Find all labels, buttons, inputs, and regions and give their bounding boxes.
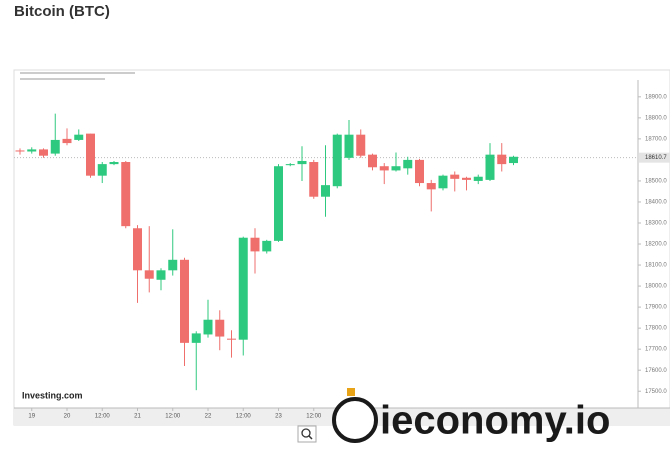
candle-body xyxy=(238,237,248,340)
candle-body xyxy=(97,164,107,176)
brand-logo: Investing.com xyxy=(22,390,83,400)
candle-body xyxy=(227,338,236,340)
x-tick-label: 12:00 xyxy=(95,414,111,420)
candle-body xyxy=(215,319,225,337)
x-tick-label: 12:00 xyxy=(236,414,252,420)
candle-body xyxy=(15,150,25,152)
candle-body xyxy=(133,228,142,271)
candle-body xyxy=(144,270,154,279)
y-tick-label: 18000.0 xyxy=(645,284,667,290)
watermark-logo xyxy=(332,397,378,443)
info-line xyxy=(20,72,135,74)
candle-body xyxy=(74,134,84,140)
candle-body xyxy=(285,164,295,166)
page-title: Bitcoin (BTC) xyxy=(14,3,110,20)
y-tick-label: 17600.0 xyxy=(645,368,667,374)
candle-body xyxy=(344,134,354,158)
candle-body xyxy=(203,319,213,335)
y-tick-label: 18200.0 xyxy=(645,242,667,248)
y-tick-label: 18700.0 xyxy=(645,136,667,142)
candle-body xyxy=(180,259,189,343)
y-tick-label: 17900.0 xyxy=(645,305,667,311)
last-price-box xyxy=(639,152,670,163)
candle-body xyxy=(332,134,342,187)
candle-body xyxy=(438,175,448,189)
candle-body xyxy=(121,162,131,227)
y-tick-label: 18500.0 xyxy=(645,179,667,185)
zoom-icon xyxy=(301,428,311,438)
x-tick-label: 12:00 xyxy=(165,414,181,420)
candle-body xyxy=(62,138,72,144)
candle-body xyxy=(274,166,283,241)
candle-body xyxy=(168,259,178,271)
y-tick-label: 17800.0 xyxy=(645,326,667,332)
candle-body xyxy=(86,133,95,176)
candle-body xyxy=(262,240,272,252)
candle-body xyxy=(356,134,366,156)
candle-body xyxy=(39,149,48,156)
candle-body xyxy=(462,177,471,180)
y-tick-label: 18400.0 xyxy=(645,200,667,206)
last-price-label: 18610.7 xyxy=(645,155,667,161)
candle-body xyxy=(485,154,495,180)
candle-body xyxy=(379,166,389,171)
x-tick-label: 19 xyxy=(28,414,35,420)
candle-body xyxy=(391,166,401,171)
candle-body xyxy=(50,139,60,154)
candle-body xyxy=(250,237,260,252)
x-tick-label: 20 xyxy=(64,414,71,420)
chart-frame xyxy=(13,69,670,426)
y-tick-label: 18800.0 xyxy=(645,115,667,121)
candle-body xyxy=(309,162,319,197)
candle-body xyxy=(368,154,377,168)
y-tick-label: 17700.0 xyxy=(645,347,667,353)
watermark-logo-dot xyxy=(347,388,355,396)
candle-body xyxy=(426,183,436,190)
x-tick-label: 22 xyxy=(205,414,212,420)
candle-body xyxy=(497,154,507,165)
y-tick-label: 18100.0 xyxy=(645,263,667,269)
candle-body xyxy=(415,159,424,184)
candle-body xyxy=(321,185,330,197)
candle-body xyxy=(403,159,413,169)
candle-body xyxy=(156,270,166,280)
zoom-icon xyxy=(308,435,313,440)
candle-body xyxy=(450,174,460,179)
candle-body xyxy=(509,156,518,164)
y-tick-label: 18300.0 xyxy=(645,221,667,227)
candle-body xyxy=(191,333,201,343)
x-tick-label: 12:00 xyxy=(306,414,322,420)
watermark: ieconomy.io xyxy=(380,399,610,443)
x-tick-label: 21 xyxy=(134,414,141,420)
candle-body xyxy=(297,160,307,165)
x-tick-label: 23 xyxy=(275,414,282,420)
candle-body xyxy=(109,162,119,165)
y-tick-label: 17500.0 xyxy=(645,389,667,395)
candle-body xyxy=(27,149,37,152)
info-line xyxy=(20,78,105,80)
candle-body xyxy=(473,176,483,181)
y-tick-label: 18900.0 xyxy=(645,94,667,100)
zoom-in-button[interactable] xyxy=(297,425,317,443)
